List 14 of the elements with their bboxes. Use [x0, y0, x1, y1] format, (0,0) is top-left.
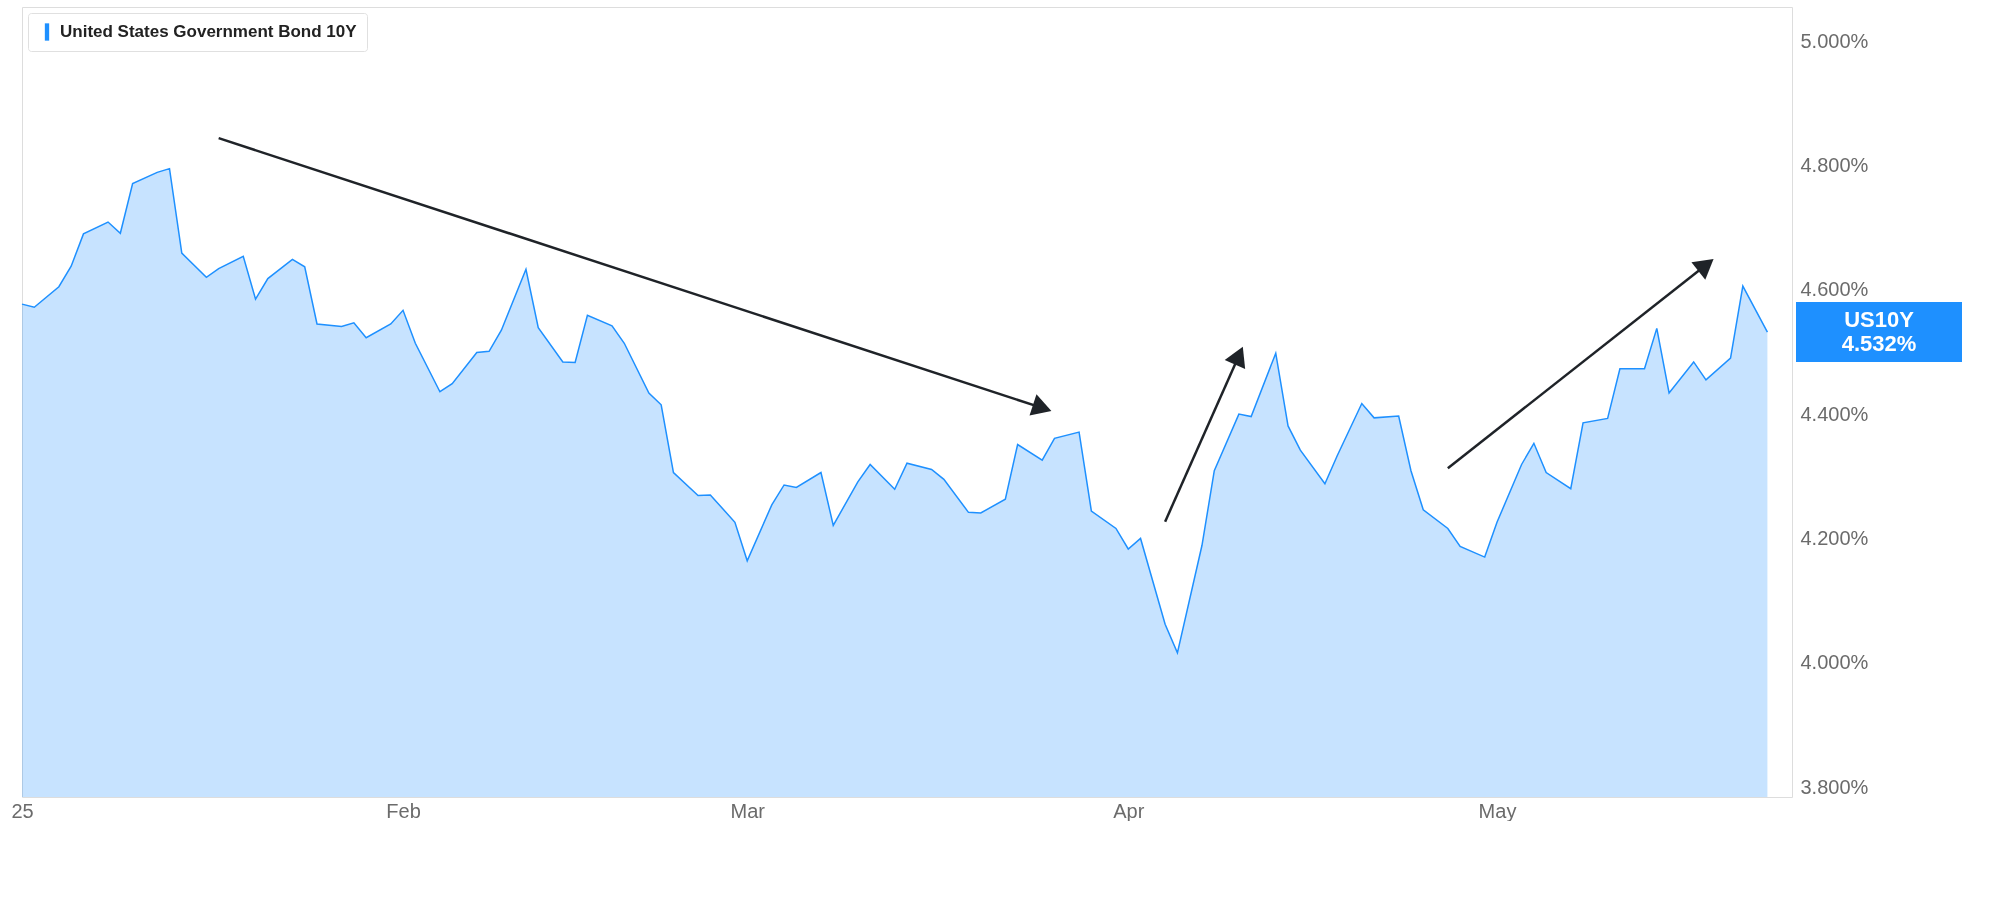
legend-label: United States Government Bond 10Y	[60, 22, 358, 41]
y-tick-label: 4.800%	[1800, 154, 1869, 176]
y-tick-label: 4.200%	[1800, 526, 1869, 549]
x-tick-label: Apr	[1113, 799, 1145, 822]
y-tick-label: 3.800%	[1800, 775, 1869, 798]
y-tick-label: 4.400%	[1800, 402, 1869, 425]
y-tick-label: 4.000%	[1800, 651, 1869, 674]
x-tick-label: Mar	[730, 799, 766, 822]
y-tick-label: 4.600%	[1800, 278, 1869, 301]
text: US10Y 4.532%	[1841, 307, 1917, 357]
x-tick-label: 25	[11, 799, 34, 822]
y-tick-label: 5.000%	[1800, 29, 1869, 52]
x-tick-label: Feb	[386, 799, 421, 822]
x-tick-label: May	[1478, 799, 1517, 822]
